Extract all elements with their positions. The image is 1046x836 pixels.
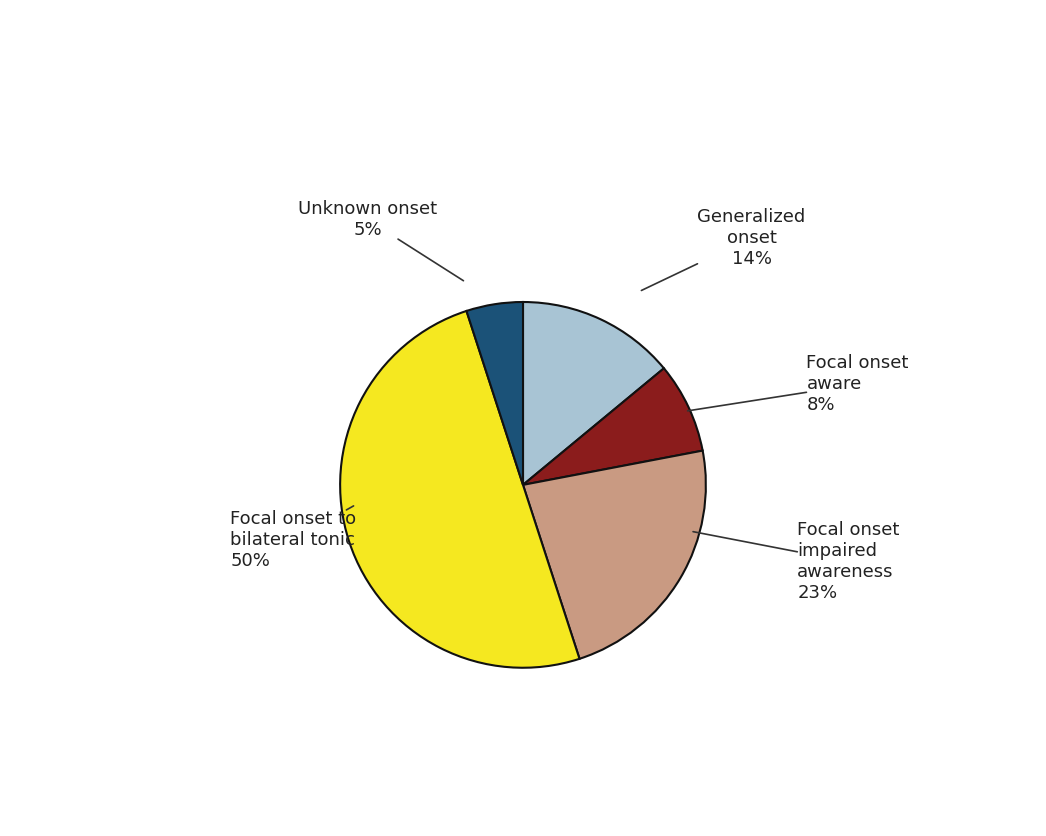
Wedge shape <box>523 451 706 659</box>
Text: Focal onset
impaired
awareness
23%: Focal onset impaired awareness 23% <box>693 522 900 602</box>
Text: Focal onset
aware
8%: Focal onset aware 8% <box>687 354 909 414</box>
Wedge shape <box>523 369 703 485</box>
Text: Unknown onset
5%: Unknown onset 5% <box>298 201 463 281</box>
Wedge shape <box>523 302 664 485</box>
Text: Focal onset to
bilateral tonic
50%: Focal onset to bilateral tonic 50% <box>230 506 357 569</box>
Wedge shape <box>340 311 579 668</box>
Wedge shape <box>467 302 523 485</box>
Text: Generalized
onset
14%: Generalized onset 14% <box>641 208 805 290</box>
Text: Figure 1. Frequency of Different Types of Seizures
According to the 2017 Interna: Figure 1. Frequency of Different Types o… <box>26 34 879 138</box>
